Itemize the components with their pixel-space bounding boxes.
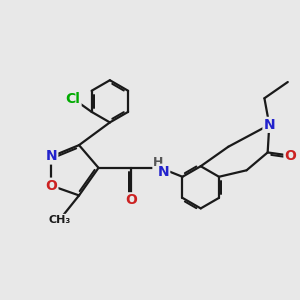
Text: N: N [263,118,275,132]
Text: O: O [46,179,57,193]
Text: O: O [284,149,296,163]
Text: N: N [158,165,169,179]
Text: H: H [153,157,164,169]
Text: N: N [46,149,57,164]
Text: Cl: Cl [66,92,80,106]
Text: CH₃: CH₃ [48,215,71,225]
Text: O: O [125,193,137,207]
